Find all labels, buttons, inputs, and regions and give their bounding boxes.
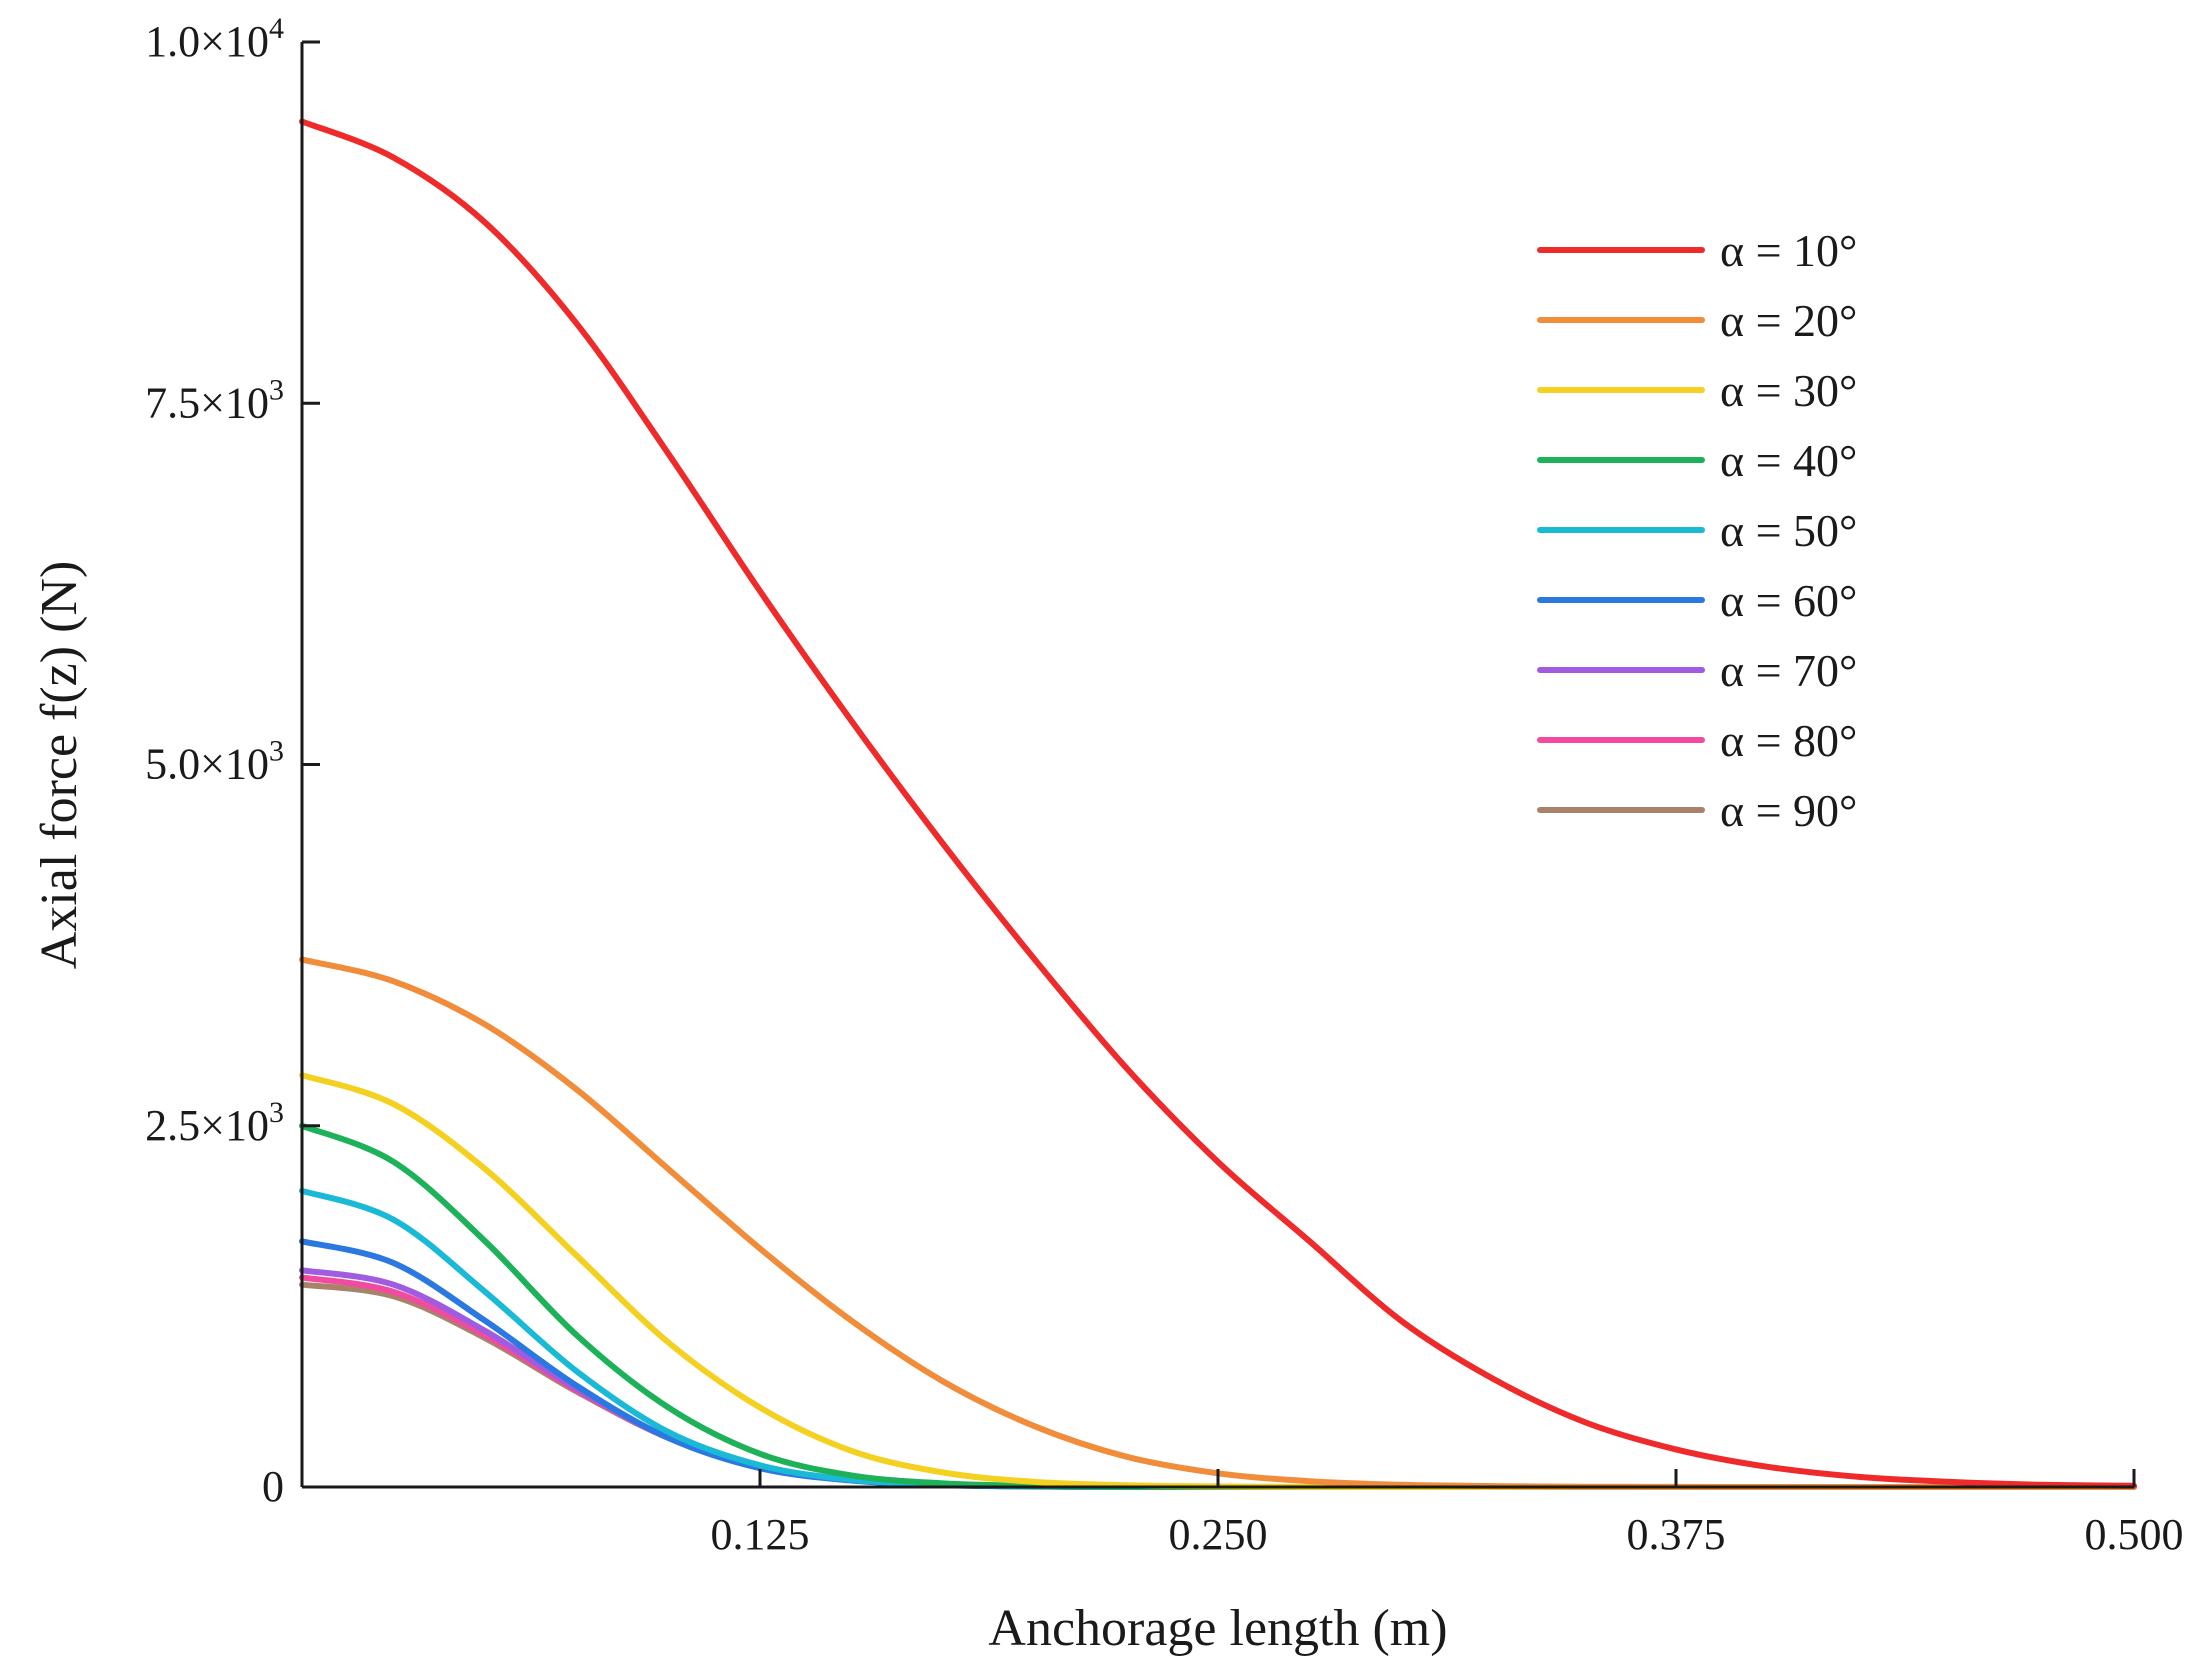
legend: α = 10° α = 20° α = 30° α = 40° α = 50° α = 6… xyxy=(1537,225,1857,836)
ticks-layer: 0.125 0.250 0.375 0.500 0 2.5×103 5.0×103 7.5×1… xyxy=(145,12,2183,1559)
legend-label-alpha-60: α = 60° xyxy=(1720,575,1857,626)
axes-layer xyxy=(300,42,2134,1489)
y-tick-label: 1.0×104 xyxy=(145,12,284,66)
legend-label-alpha-30: α = 30° xyxy=(1720,365,1857,416)
y-axis-title: Axial force f(z) (N) xyxy=(31,561,88,970)
legend-label-alpha-10: α = 10° xyxy=(1720,225,1857,276)
legend-label-alpha-70: α = 70° xyxy=(1720,645,1857,696)
x-tick-label: 0.125 xyxy=(711,1510,810,1559)
x-axis-title: Anchorage length (m) xyxy=(988,1600,1447,1657)
legend-label-alpha-50: α = 50° xyxy=(1720,505,1857,556)
x-tick-label: 0.250 xyxy=(1169,1510,1268,1559)
series-line-alpha-10 xyxy=(299,118,2137,1489)
series-line-alpha-60 xyxy=(299,1238,2137,1491)
legend-label-alpha-90: α = 90° xyxy=(1720,785,1857,836)
legend-label-alpha-40: α = 40° xyxy=(1720,435,1857,486)
series-layer xyxy=(299,118,2137,1491)
legend-label-alpha-20: α = 20° xyxy=(1720,295,1857,346)
legend-label-alpha-80: α = 80° xyxy=(1720,715,1857,766)
y-tick-label: 7.5×103 xyxy=(145,373,284,427)
series-line-alpha-40 xyxy=(299,1122,2137,1491)
series-line-alpha-30 xyxy=(299,1072,2137,1491)
series-line-alpha-20 xyxy=(299,956,2137,1491)
y-tick-label: 5.0×103 xyxy=(145,735,284,789)
x-tick-label: 0.375 xyxy=(1627,1510,1726,1559)
x-tick-label: 0.500 xyxy=(2085,1510,2184,1559)
y-tick-label: 0 xyxy=(262,1462,284,1511)
series-line-alpha-70 xyxy=(299,1267,2137,1491)
y-tick-label: 2.5×103 xyxy=(145,1096,284,1150)
